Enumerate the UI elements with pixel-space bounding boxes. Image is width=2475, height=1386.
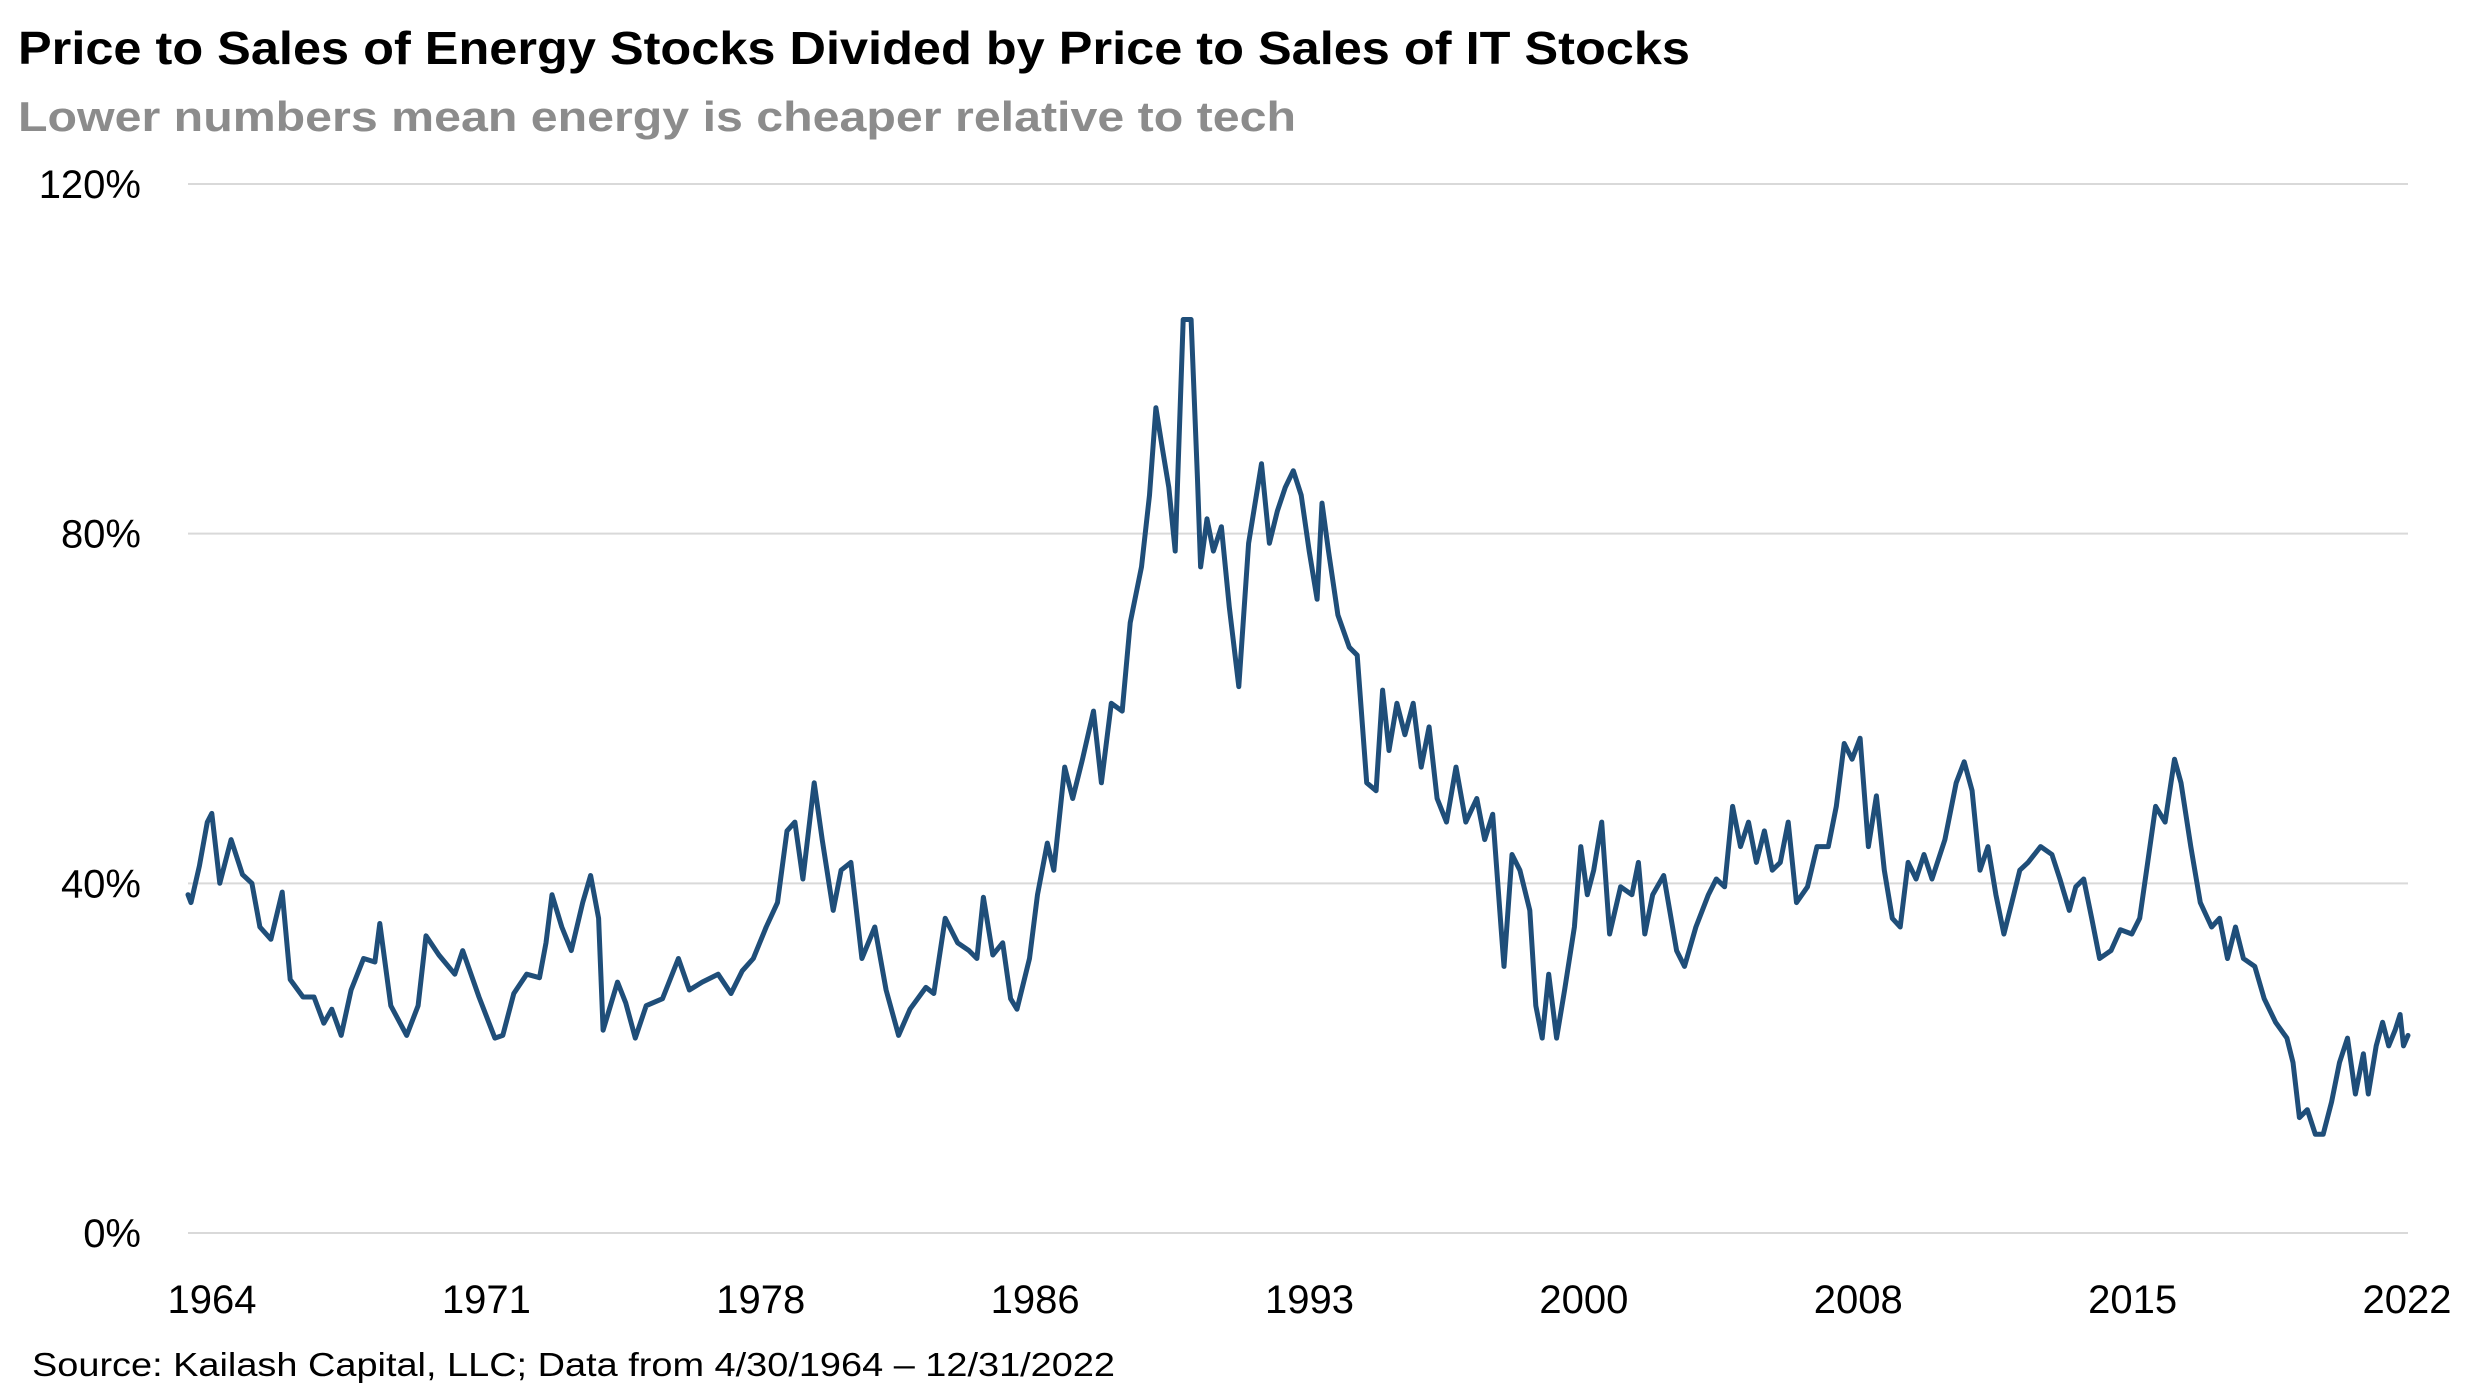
x-tick-label: 1978	[716, 1278, 805, 1322]
x-tick-label: 2008	[1814, 1278, 1903, 1322]
x-tick-label: 1964	[168, 1278, 257, 1322]
source-note: Source: Kailash Capital, LLC; Data from …	[32, 1346, 1115, 1383]
x-tick-label: 2022	[2363, 1278, 2452, 1322]
x-tick-label: 1993	[1265, 1278, 1354, 1322]
x-tick-label: 2015	[2088, 1278, 2177, 1322]
chart-title: Price to Sales of Energy Stocks Divided …	[18, 22, 1690, 74]
y-tick-label: 40%	[61, 862, 141, 906]
x-tick-label: 1986	[991, 1278, 1080, 1322]
gridlines	[188, 183, 2408, 1234]
chart-subtitle: Lower numbers mean energy is cheaper rel…	[18, 93, 1296, 140]
y-tick-label: 0%	[83, 1212, 141, 1256]
y-tick-label: 120%	[39, 163, 141, 207]
y-axis-tick-labels: 0% 40% 80% 120%	[39, 163, 141, 1256]
x-tick-label: 1971	[442, 1278, 531, 1322]
series-line	[185, 317, 2411, 1137]
x-axis-tick-labels: 1964 1971 1978 1986 1993 2000 2008 2015 2022	[168, 1278, 2452, 1322]
y-tick-label: 80%	[61, 513, 141, 557]
x-tick-label: 2000	[1539, 1278, 1628, 1322]
